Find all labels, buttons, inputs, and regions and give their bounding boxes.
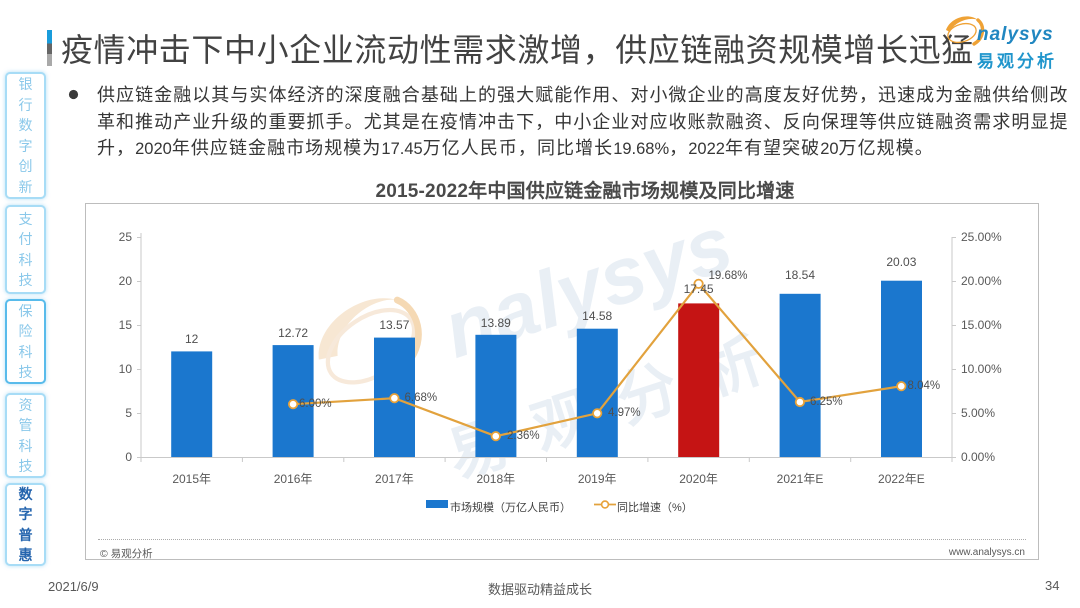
svg-text:易观分析: 易观分析 [977, 51, 1057, 71]
svg-text:nalysys: nalysys [977, 24, 1054, 45]
